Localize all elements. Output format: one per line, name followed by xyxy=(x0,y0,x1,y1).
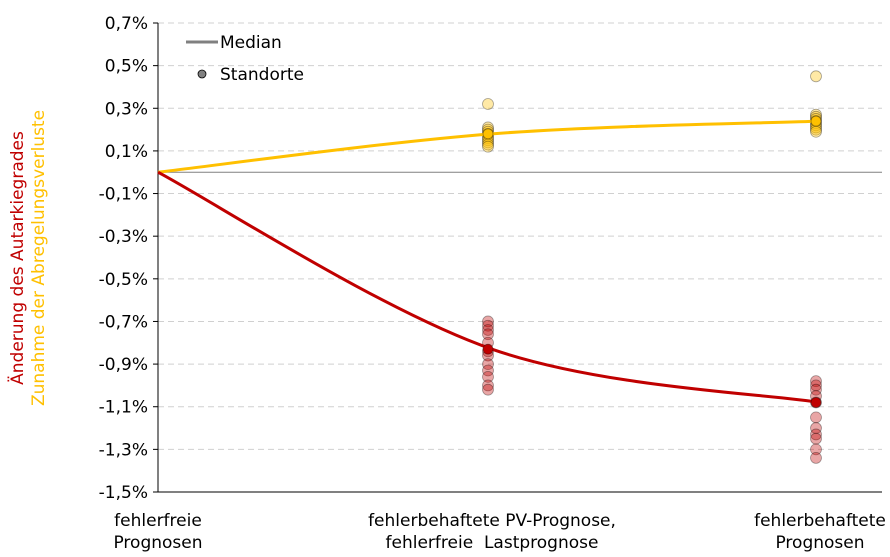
y-tick-label: -1,3% xyxy=(99,440,148,460)
series-1 xyxy=(157,170,822,464)
x-category-label: Prognosen xyxy=(113,533,202,553)
y-tick-label: -1,5% xyxy=(99,483,148,503)
y-tick-label: -0,7% xyxy=(99,312,148,332)
x-category-label: Prognosen xyxy=(775,533,864,553)
x-category-label: fehlerbehaftete PV-Prognose, xyxy=(368,511,616,531)
site-point xyxy=(810,443,822,456)
y-axis-labels: Änderung des Autarkiegrades Zunahme der A… xyxy=(7,110,49,406)
median-point xyxy=(810,115,822,127)
site-point xyxy=(482,328,494,341)
y-axis-label-secondary: Zunahme der Abregelungsverluste xyxy=(29,110,49,406)
site-point xyxy=(482,138,494,151)
legend-label-median: Median xyxy=(220,33,282,53)
median-point xyxy=(482,128,494,140)
site-point xyxy=(810,125,822,138)
y-tick-label: 0,1% xyxy=(105,142,148,162)
legend-standorte-swatch xyxy=(197,69,207,79)
site-point xyxy=(810,411,822,424)
site-point xyxy=(810,451,822,464)
plot-area xyxy=(157,70,822,464)
series-0 xyxy=(157,70,822,174)
axes xyxy=(153,22,882,493)
grid-lines xyxy=(158,22,882,450)
median-point xyxy=(482,343,494,355)
y-tick-label: 0,3% xyxy=(105,99,148,119)
site-point xyxy=(810,379,822,392)
site-point xyxy=(810,383,822,396)
site-point xyxy=(810,375,822,388)
site-point xyxy=(810,70,822,83)
site-point xyxy=(482,379,494,392)
y-tick-label: 0,7% xyxy=(105,14,148,34)
y-tick-label: 0,5% xyxy=(105,57,148,77)
site-point xyxy=(482,358,494,370)
site-point xyxy=(482,319,494,332)
x-category-label: fehlerfreie Lastprognose xyxy=(386,533,599,553)
site-point xyxy=(482,364,494,377)
site-point xyxy=(482,98,494,110)
site-point xyxy=(482,324,494,336)
site-point xyxy=(482,370,494,383)
site-point xyxy=(810,422,822,434)
site-point xyxy=(810,428,822,441)
site-point xyxy=(482,315,494,328)
y-tick-label: -0,9% xyxy=(99,355,148,375)
y-tick-label: -0,1% xyxy=(99,185,148,205)
legend-label-standorte: Standorte xyxy=(220,65,304,85)
x-category-label: fehlerfreie xyxy=(114,511,202,531)
y-tick-label: -0,3% xyxy=(99,227,148,247)
site-point xyxy=(482,383,494,396)
y-tick-label: -0,5% xyxy=(99,270,148,290)
site-point xyxy=(810,432,822,445)
median-point xyxy=(810,397,822,408)
legend: Median Standorte xyxy=(186,33,304,85)
x-category-label: fehlerbehaftete xyxy=(754,511,886,531)
site-point xyxy=(482,140,494,153)
y-axis-label-primary: Änderung des Autarkiegrades xyxy=(7,131,28,385)
y-tick-labels: 0,7% 0,5% 0,3% 0,1% -0,1% -0,3% -0,5% -0,7% -0,9… xyxy=(99,14,148,503)
y-tick-label: -1,1% xyxy=(99,398,148,418)
